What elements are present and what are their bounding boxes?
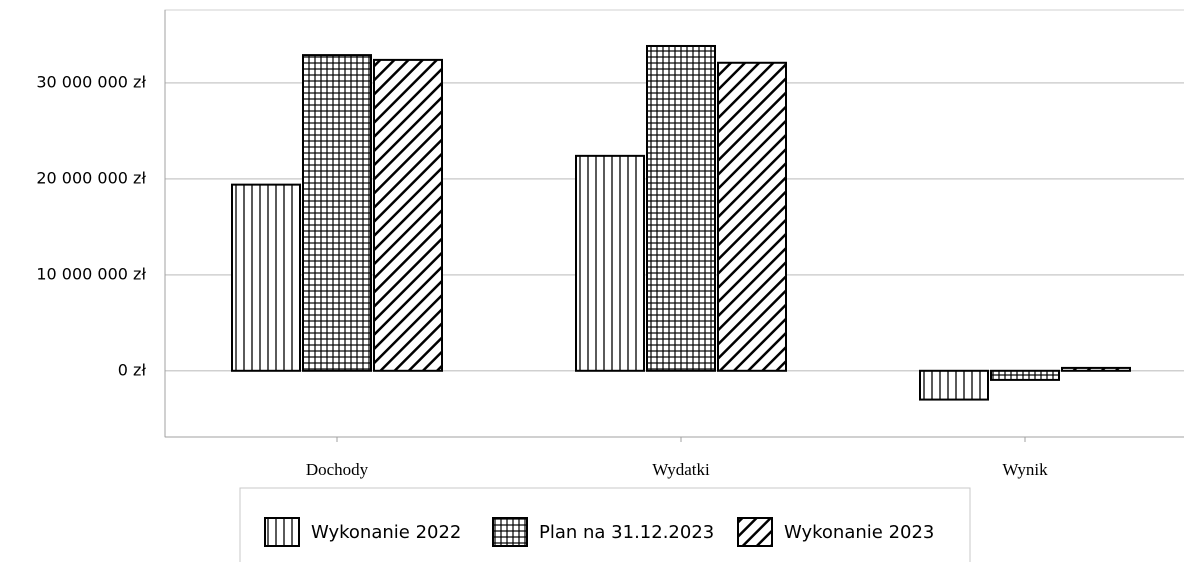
legend-label: Wykonanie 2023 (784, 522, 934, 543)
x-tick-label: Dochody (306, 460, 369, 479)
legend-swatch (737, 517, 773, 547)
bar (717, 61, 787, 372)
legend-label: Plan na 31.12.2023 (539, 522, 714, 543)
bar (990, 369, 1060, 381)
bar (302, 54, 372, 372)
bar (231, 183, 301, 372)
x-tick-label: Wydatki (652, 460, 710, 479)
legend-box (239, 487, 971, 562)
bar (575, 154, 645, 372)
y-tick-label: 30 000 000 zł (36, 72, 146, 91)
y-tick-label: 10 000 000 zł (36, 264, 146, 283)
bar (1061, 366, 1131, 372)
legend-label: Wykonanie 2022 (311, 522, 461, 543)
y-tick-label: 20 000 000 zł (36, 168, 146, 187)
x-tick-label: Wynik (1002, 460, 1048, 479)
legend-swatch (264, 517, 300, 547)
legend-swatch (492, 517, 528, 547)
bar (919, 369, 989, 401)
y-tick-label: 0 zł (118, 360, 147, 379)
bar (646, 44, 716, 372)
bar (373, 58, 443, 372)
